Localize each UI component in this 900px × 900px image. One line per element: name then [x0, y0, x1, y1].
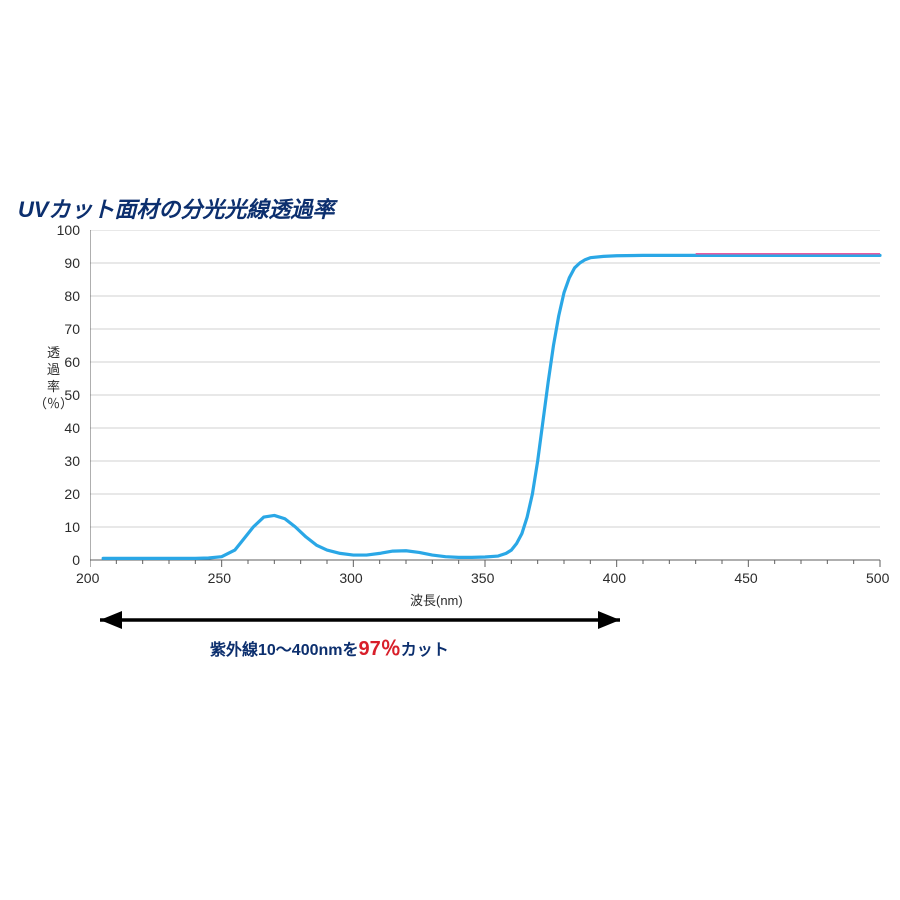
transmittance-chart — [90, 230, 900, 600]
x-tick-label: 250 — [208, 570, 231, 586]
annotation-emphasis: 97％ — [359, 638, 401, 660]
y-tick-label: 0 — [72, 552, 80, 568]
figure-container: { "canvas": { "width": 900, "height": 90… — [0, 0, 900, 900]
y-tick-label: 50 — [64, 387, 80, 403]
x-tick-label: 350 — [471, 570, 494, 586]
y-tick-label: 70 — [64, 321, 80, 337]
annotation-suffix: カット — [401, 642, 449, 659]
x-tick-label: 450 — [734, 570, 757, 586]
y-tick-label: 80 — [64, 288, 80, 304]
x-tick-label: 300 — [339, 570, 362, 586]
y-tick-label: 10 — [64, 519, 80, 535]
y-tick-label: 100 — [57, 222, 80, 238]
y-tick-label: 20 — [64, 486, 80, 502]
x-tick-label: 400 — [603, 570, 626, 586]
x-tick-label: 500 — [866, 570, 889, 586]
chart-title: UVカット面材の分光光線透過率 — [18, 192, 335, 224]
uv-cut-annotation: 紫外線10～400nmを97％カット — [210, 632, 449, 661]
x-tick-label: 200 — [76, 570, 99, 586]
y-tick-label: 40 — [64, 420, 80, 436]
y-tick-label: 60 — [64, 354, 80, 370]
y-tick-label: 30 — [64, 453, 80, 469]
y-tick-label: 90 — [64, 255, 80, 271]
annotation-prefix: 紫外線10～400nmを — [210, 642, 359, 659]
uv-cut-range-arrow — [76, 609, 644, 631]
